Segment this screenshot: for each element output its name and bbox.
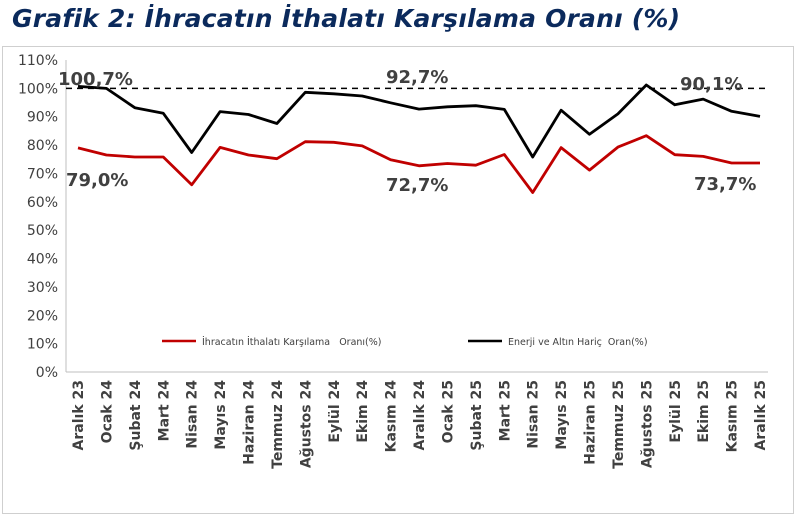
chart-title: Grafik 2: İhracatın İthalatı Karşılama O… [12, 4, 681, 33]
x-tick-label: Şubat 24 [128, 380, 144, 451]
x-tick-label: Aralık 23 [71, 380, 87, 450]
annotation-layer: 100,7% 79,0% 92,7% 72,7% 90,1% 73,7% [58, 67, 756, 196]
value-annotation: 100,7% [58, 69, 133, 90]
x-tick-label: Ağustos 25 [639, 380, 655, 468]
y-tick-label: 70% [27, 166, 58, 182]
value-annotation: 79,0% [66, 170, 128, 191]
x-tick-label: Ocak 24 [99, 380, 115, 444]
x-tick-label: Aralık 25 [753, 380, 769, 450]
x-tick-label: Kasım 24 [384, 380, 400, 453]
x-tick-label: Şubat 25 [469, 380, 485, 451]
legend-label-ihracat: İhracatın İthalatı Karşılama Oranı(%) [202, 337, 382, 348]
y-tick-label: 30% [27, 280, 58, 296]
y-tick-label: 80% [27, 138, 58, 154]
x-tick-label: Mayıs 25 [554, 380, 570, 450]
x-tick-label: Temmuz 24 [270, 380, 286, 469]
value-annotation: 73,7% [694, 174, 756, 195]
y-axis: 0% 10% 20% 30% 40% 50% 60% 70% 80% 90% 100% 110% [18, 53, 67, 381]
x-tick-label: Nisan 25 [526, 380, 542, 449]
x-tick-label: Nisan 24 [185, 380, 201, 449]
chart-frame [2, 46, 794, 514]
x-tick-label: Eylül 25 [668, 380, 684, 443]
y-tick-label: 20% [27, 308, 58, 324]
x-tick-label: Mart 25 [497, 380, 513, 441]
y-tick-label: 10% [27, 337, 58, 353]
series-line-enerji-altin-haric [77, 83, 761, 159]
x-axis: Aralık 23 Ocak 24 Şubat 24 Mart 24 Nisan 24 M… [66, 371, 769, 469]
y-tick-label: 100% [18, 81, 58, 97]
y-tick-label: 0% [36, 365, 58, 381]
legend: İhracatın İthalatı Karşılama Oranı(%) En… [162, 337, 648, 348]
x-tick-label: Mayıs 24 [213, 380, 229, 450]
value-annotation: 92,7% [386, 67, 448, 88]
legend-label-enerji: Enerji ve Altın Hariç Oran(%) [508, 337, 648, 348]
x-tick-label: Aralık 24 [412, 380, 428, 451]
x-tick-label: Kasım 25 [725, 380, 741, 452]
x-tick-label: Ekim 25 [696, 380, 712, 443]
x-tick-label: Haziran 24 [242, 380, 258, 465]
x-tick-label: Ocak 25 [440, 380, 456, 443]
value-annotation: 90,1% [680, 74, 742, 95]
x-tick-label: Temmuz 25 [611, 380, 627, 469]
y-tick-label: 110% [18, 53, 58, 69]
y-tick-label: 90% [27, 110, 58, 126]
x-tick-label: Ağustos 24 [298, 380, 314, 468]
y-tick-label: 50% [27, 223, 58, 239]
x-tick-label: Mart 24 [156, 380, 172, 442]
series-line-ihracat [77, 134, 760, 194]
y-tick-label: 40% [27, 252, 58, 268]
x-tick-label: Ekim 24 [355, 380, 371, 443]
x-tick-label: Eylül 24 [327, 380, 343, 443]
series-layer [66, 83, 768, 194]
y-tick-label: 60% [27, 195, 58, 211]
x-tick-label: Haziran 25 [583, 380, 599, 465]
value-annotation: 72,7% [386, 175, 448, 196]
